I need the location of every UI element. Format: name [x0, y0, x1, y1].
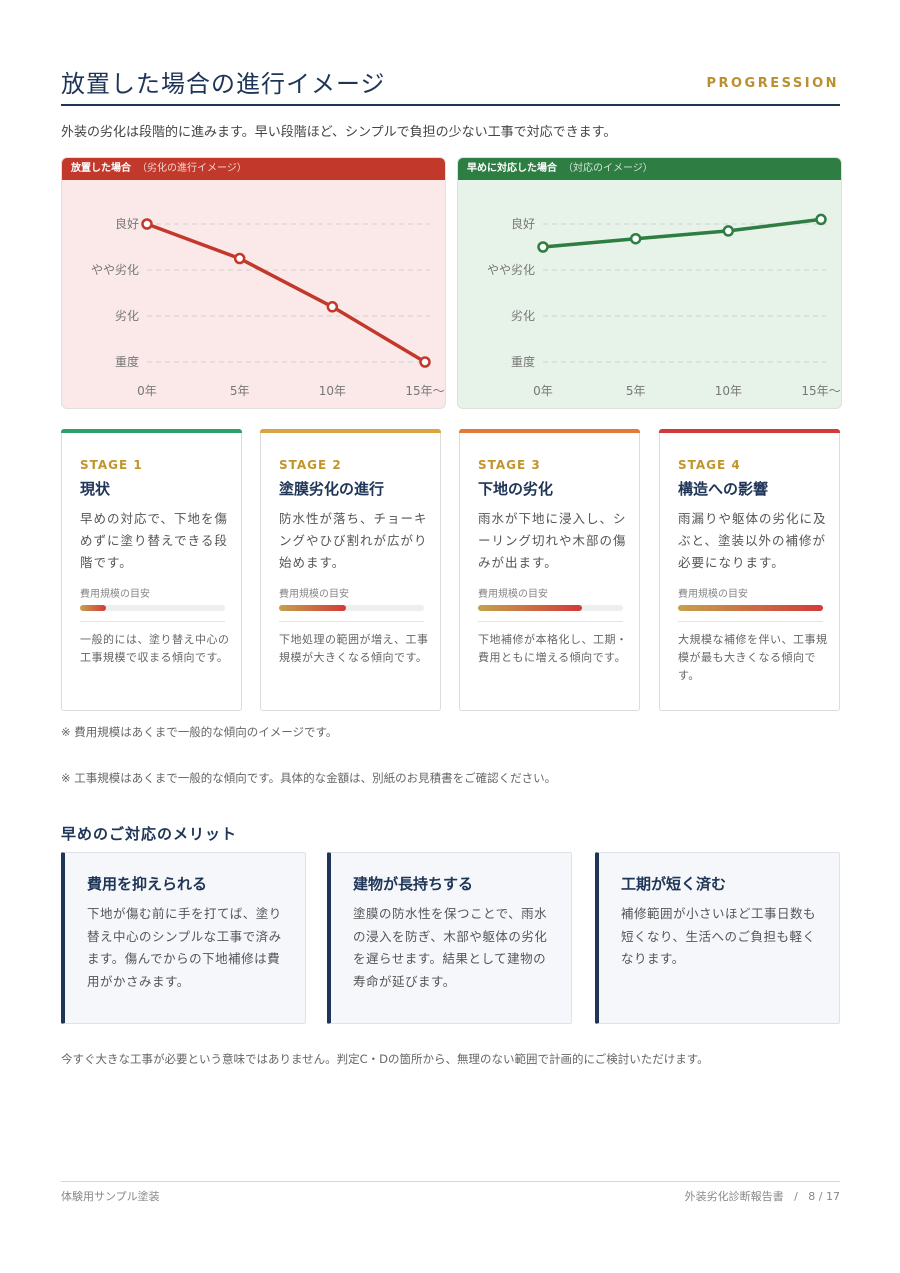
stage-note: 大規模な補修を伴い、工事規模が最も大きくなる傾向です。: [678, 633, 828, 682]
cost-bar: [678, 605, 823, 611]
y-tick-label: 重度: [115, 354, 139, 369]
chart-neglected-title: 放置した場合: [71, 163, 131, 174]
stage-name: 塗膜劣化の進行: [279, 480, 385, 498]
chart-early: 早めに対応した場合 （対応のイメージ） 重度 劣化 やや劣化 良好 0年 5年 10年 15年〜: [457, 157, 842, 409]
stage-number: STAGE 1: [80, 458, 143, 472]
data-point: [722, 225, 735, 237]
footer-page-number: 8 / 17: [808, 1190, 840, 1203]
y-tick-label: 良好: [511, 216, 535, 231]
stage-accent-bar: [459, 429, 640, 433]
data-point: [141, 218, 153, 230]
footnote-cost: ※ 費用規模はあくまで一般的な傾向のイメージです。: [61, 725, 338, 739]
series-line: [145, 222, 427, 364]
chart-early-header: 早めに対応した場合 （対応のイメージ）: [458, 158, 841, 180]
y-tick-label: 劣化: [115, 309, 139, 323]
cost-bar-fill: [478, 605, 583, 611]
y-tick-label: 良好: [115, 216, 139, 231]
footer-company: 体験用サンプル塗装: [61, 1190, 160, 1203]
stage-note: 下地補修が本格化し、工期・費用ともに増える傾向です。: [478, 633, 628, 664]
data-point: [233, 252, 246, 265]
stage-name: 構造への影響: [678, 480, 769, 498]
stage-card-3: STAGE 3 下地の劣化 雨水が下地に浸入し、シーリング切れや木部の傷みが出ま…: [459, 429, 640, 711]
chart-early-subtitle: （対応のイメージ）: [563, 163, 653, 174]
stage-number: STAGE 3: [478, 458, 541, 472]
section-english-label: PROGRESSION: [706, 76, 839, 91]
y-tick-label: 劣化: [511, 309, 535, 323]
merit-card-durability: 建物が長持ちする 塗膜の防水性を保つことで、雨水の浸入を防ぎ、木部や躯体の劣化を…: [327, 852, 572, 1024]
footnote-estimate: ※ 工事規模はあくまで一般的な傾向です。具体的な金額は、別紙のお見積書をご確認く…: [61, 771, 557, 785]
stage-divider: [678, 621, 823, 622]
footer-doc-title: 外装劣化診断報告書: [684, 1190, 784, 1203]
x-tick-label: 0年: [137, 384, 157, 398]
chart-neglected-plot: 重度 劣化 やや劣化 良好 0年 5年 10年 15年〜: [91, 216, 445, 398]
cost-bar-fill: [80, 605, 107, 611]
page-title: 放置した場合の進行イメージ: [61, 70, 386, 98]
merit-title: 費用を抑えられる: [87, 875, 208, 893]
stage-accent-bar: [659, 429, 840, 433]
footer-divider: [61, 1181, 840, 1182]
stage-name: 下地の劣化: [478, 480, 554, 498]
data-point: [419, 356, 431, 368]
chart-neglected-subtitle: （劣化の進行イメージ）: [137, 163, 247, 174]
stage-card-2: STAGE 2 塗膜劣化の進行 防水性が落ち、チョーキングやひび割れが広がり始め…: [260, 429, 441, 711]
stage-divider: [80, 621, 225, 622]
stage-accent-bar: [61, 429, 242, 433]
x-tick-label: 5年: [626, 384, 646, 398]
cost-bar: [80, 605, 225, 611]
stage-description: 雨水が下地に浸入し、シーリング切れや木部の傷みが出ます。: [478, 511, 627, 570]
stage-name: 現状: [80, 480, 111, 498]
merit-description: 下地が傷む前に手を打てば、塗り替え中心のシンプルな工事で済みます。傷んでからの下…: [87, 906, 282, 989]
x-tick-label: 15年〜: [405, 384, 444, 398]
series-line: [541, 217, 823, 249]
stage-divider: [478, 621, 623, 622]
stage-description: 早めの対応で、下地を傷めずに塗り替えできる段階です。: [80, 511, 229, 570]
cost-bar: [279, 605, 424, 611]
x-tick-label: 10年: [715, 384, 742, 398]
stage-divider: [279, 621, 424, 622]
data-point: [537, 241, 549, 253]
cost-bar-fill: [279, 605, 346, 611]
stage-note: 一般的には、塗り替え中心の工事規模で収まる傾向です。: [80, 633, 230, 664]
cost-label: 費用規模の目安: [80, 589, 150, 600]
stage-note: 下地処理の範囲が増え、工事規模が大きくなる傾向です。: [279, 633, 429, 664]
merit-title: 建物が長持ちする: [353, 875, 474, 893]
x-tick-label: 5年: [230, 384, 250, 398]
merit-description: 補修範囲が小さいほど工事日数も短くなり、生活へのご負担も軽くなります。: [621, 906, 817, 966]
y-tick-label: やや劣化: [91, 263, 139, 277]
x-tick-label: 15年〜: [801, 384, 840, 398]
merit-title: 工期が短く済む: [621, 875, 727, 893]
merits-heading: 早めのご対応のメリット: [61, 825, 238, 843]
cost-label: 費用規模の目安: [678, 589, 748, 600]
footer-doc-info: 外装劣化診断報告書 / 8 / 17: [685, 1188, 840, 1204]
stage-description: 雨漏りや躯体の劣化に及ぶと、塗装以外の補修が必要になります。: [678, 511, 827, 570]
stage-card-1: STAGE 1 現状 早めの対応で、下地を傷めずに塗り替えできる段階です。 費用…: [61, 429, 242, 711]
intro-text: 外装の劣化は段階的に進みます。早い段階ほど、シンプルで負担の少ない工事で対応でき…: [61, 125, 617, 140]
merit-description: 塗膜の防水性を保つことで、雨水の浸入を防ぎ、木部や躯体の劣化を遅らせます。結果と…: [353, 906, 548, 989]
data-point: [815, 213, 827, 226]
stage-accent-bar: [260, 429, 441, 433]
chart-early-title: 早めに対応した場合: [467, 163, 557, 174]
merit-card-cost: 費用を抑えられる 下地が傷む前に手を打てば、塗り替え中心のシンプルな工事で済みま…: [61, 852, 306, 1024]
cost-bar: [478, 605, 623, 611]
data-point: [326, 301, 339, 313]
footer-separator: /: [787, 1190, 805, 1203]
stage-card-4: STAGE 4 構造への影響 雨漏りや躯体の劣化に及ぶと、塗装以外の補修が必要に…: [659, 429, 840, 711]
cost-label: 費用規模の目安: [478, 589, 548, 600]
stage-number: STAGE 4: [678, 458, 741, 472]
cost-bar-fill: [678, 605, 823, 611]
y-tick-label: 重度: [511, 354, 535, 369]
closing-note: 今すぐ大きな工事が必要という意味ではありません。判定C・Dの箇所から、無理のない…: [61, 1052, 709, 1066]
x-tick-label: 0年: [533, 384, 553, 398]
x-tick-label: 10年: [319, 384, 346, 398]
stage-description: 防水性が落ち、チョーキングやひび割れが広がり始めます。: [279, 511, 428, 570]
data-point: [629, 232, 642, 245]
cost-label: 費用規模の目安: [279, 589, 349, 600]
y-tick-label: やや劣化: [487, 263, 535, 277]
merit-card-schedule: 工期が短く済む 補修範囲が小さいほど工事日数も短くなり、生活へのご負担も軽くなり…: [595, 852, 840, 1024]
chart-neglected-header: 放置した場合 （劣化の進行イメージ）: [62, 158, 445, 180]
stage-number: STAGE 2: [279, 458, 342, 472]
chart-neglected: 放置した場合 （劣化の進行イメージ） 重度 劣化 やや劣化 良好 0年 5年 10年 15年〜: [61, 157, 446, 409]
title-divider: [61, 104, 840, 106]
chart-early-plot: 重度 劣化 やや劣化 良好 0年 5年 10年 15年〜: [487, 213, 841, 398]
